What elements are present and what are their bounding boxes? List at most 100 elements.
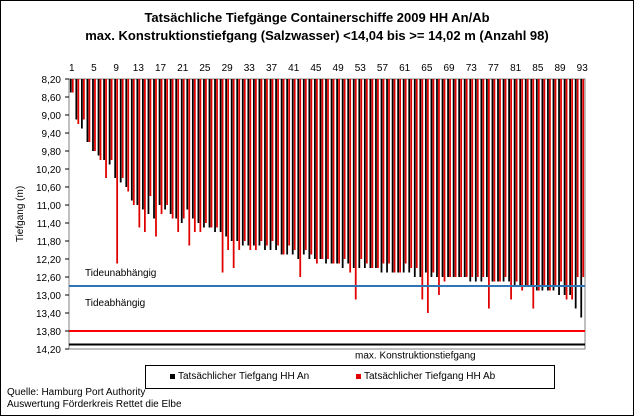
bar-ab [160,79,163,214]
bar-ab [393,79,396,273]
bar-ab [371,79,374,268]
bar-ab [515,79,518,282]
bar-ab [454,79,457,277]
bar-an [336,79,338,264]
bar-an [552,79,555,291]
bar-ab [282,79,285,255]
bar-ab [476,79,479,277]
bar-an [524,79,527,286]
bar-an [225,79,228,237]
bar-ab [521,79,524,291]
source-line-1: Quelle: Hamburg Port Authority [7,387,146,398]
x-tick-label: 25 [199,63,211,74]
bar-ab [421,79,424,300]
bar-ab [354,79,357,300]
x-tick-label: 49 [333,63,345,74]
bar-ab [243,79,246,241]
bar-ab [549,79,551,291]
bar-ab [71,79,74,93]
x-tick-label: 45 [310,63,322,74]
bar-ab [399,79,402,273]
legend-swatch-an [170,373,175,379]
bar-ab [526,79,529,286]
bar-ab [260,79,263,241]
bar-ab [199,79,202,232]
bar-an [358,79,361,268]
bar-an [186,79,189,210]
bar-an [452,79,455,277]
bar-an [558,79,560,295]
legend-item-ab: Tatsächlicher Tiefgang HH Ab [356,371,495,382]
y-tick-label: 9,00 [42,111,62,122]
x-tick-label: 61 [399,63,411,74]
bar-ab [121,79,124,178]
x-tick-label: 21 [177,63,189,74]
bar-an [413,79,416,277]
bar-ab [299,79,302,277]
reference-label-above: Tideunabhängig [85,268,156,279]
bar-an [474,79,477,282]
bar-an [458,79,461,277]
y-axis-title: Tiefgang (m) [15,186,26,242]
bar-an [247,79,250,246]
bar-ab [277,79,279,246]
bar-an [363,79,366,268]
bar-an [164,79,166,210]
bar-an [130,79,133,201]
bar-ab [537,79,540,291]
x-tick-label: 77 [488,63,500,74]
legend-label-ab: Tatsächlicher Tiefgang HH Ab [364,371,496,382]
bar-an [86,79,89,142]
bar-ab [166,79,168,205]
bar-an [441,79,444,277]
x-tick-label: 93 [577,63,589,74]
bar-ab [504,79,507,277]
bar-ab [99,79,102,160]
bar-an [97,79,100,156]
bar-an [541,79,544,291]
bar-an [574,79,577,309]
bar-an [369,79,372,268]
bar-ab [426,79,429,313]
y-tick-label: 9,40 [42,129,62,140]
x-tick-label: 73 [466,63,478,74]
x-tick-label: 53 [355,63,367,74]
bar-an [408,79,411,273]
bar-an [502,79,505,282]
legend-label-an: Tatsächlicher Tiefgang HH An [178,371,310,382]
bar-an [491,79,494,282]
x-tick-label: 57 [377,63,389,74]
bar-an [447,79,449,277]
bar-ab [499,79,501,282]
bar-an [480,79,483,282]
x-tick-label: 89 [554,63,566,74]
chart-title: Tatsächliche Tiefgänge Containerschiffe … [144,10,490,25]
legend-item-an: Tatsächlicher Tiefgang HH An [170,371,309,382]
bar-an [142,79,144,210]
reference-label: max. Konstruktionstiefgang [355,351,476,362]
bar-ab [388,79,390,264]
bar-an [219,79,222,232]
y-tick-label: 11,00 [37,201,62,212]
reference-label-below: Tideabhängig [85,298,145,309]
bar-an [125,79,128,187]
bar-ab [449,79,451,277]
bar-an [258,79,261,246]
bar-ab [465,79,468,277]
bar-an [241,79,244,246]
legend-swatch-ab [356,373,361,379]
y-tick-label: 11,40 [37,219,62,230]
bar-ab [254,79,257,250]
x-tick-label: 13 [133,63,145,74]
bar-an [275,79,277,250]
bar-ab [382,79,385,264]
bar-an [419,79,422,277]
x-tick-label: 9 [113,63,119,74]
bar-ab [127,79,130,192]
bar-an [180,79,183,223]
bar-an [175,79,178,219]
bar-an [252,79,255,246]
bar-ab [132,79,135,205]
bar-ab [193,79,196,232]
